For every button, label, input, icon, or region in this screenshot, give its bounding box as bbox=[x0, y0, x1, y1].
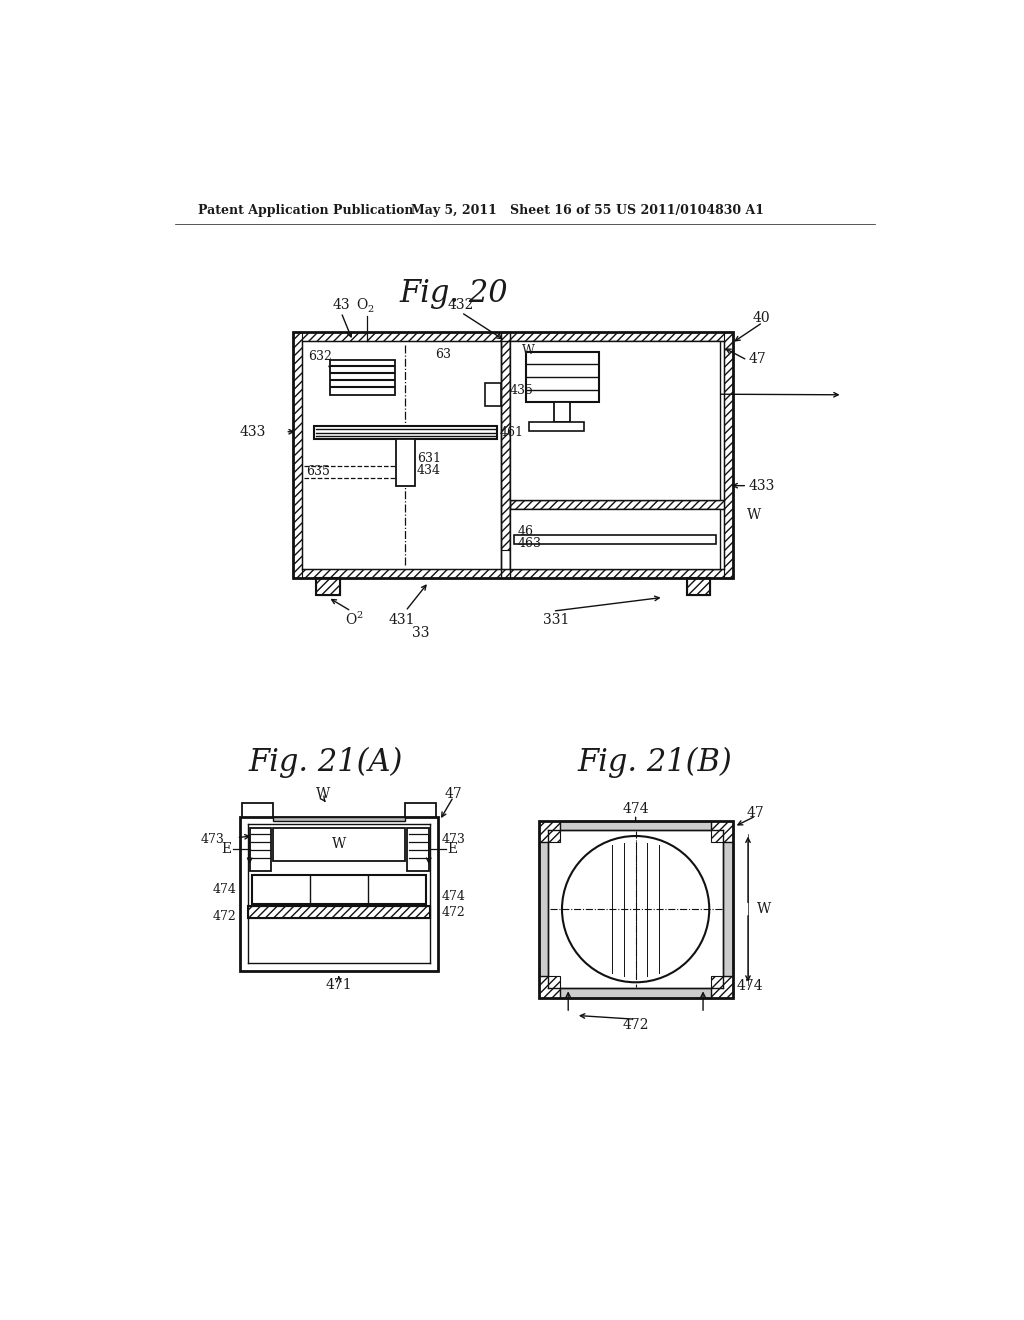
Text: Fig. 21(A): Fig. 21(A) bbox=[249, 747, 402, 779]
Text: O: O bbox=[345, 614, 356, 627]
Bar bbox=[248, 906, 430, 919]
Text: 474: 474 bbox=[442, 890, 466, 903]
Text: 461: 461 bbox=[500, 426, 523, 440]
Text: 435: 435 bbox=[510, 384, 534, 397]
Bar bbox=[407, 829, 429, 871]
Bar bbox=[252, 875, 426, 904]
Bar bbox=[248, 906, 430, 919]
Bar bbox=[724, 331, 733, 578]
Text: US 2011/0104830 A1: US 2011/0104830 A1 bbox=[616, 205, 764, 218]
Bar bbox=[560, 821, 711, 830]
Text: 46: 46 bbox=[518, 525, 534, 539]
Bar bbox=[687, 578, 710, 595]
Text: 474: 474 bbox=[736, 979, 763, 993]
Bar bbox=[711, 977, 732, 998]
Bar bbox=[539, 821, 732, 998]
Text: 2: 2 bbox=[368, 305, 374, 314]
Bar bbox=[273, 829, 406, 861]
Text: 631: 631 bbox=[417, 453, 441, 465]
Text: 47: 47 bbox=[749, 351, 767, 366]
Bar bbox=[711, 821, 732, 842]
Text: Fig. 21(B): Fig. 21(B) bbox=[578, 747, 732, 779]
Bar bbox=[510, 499, 724, 508]
Text: O: O bbox=[356, 298, 368, 312]
Bar bbox=[396, 440, 415, 486]
Bar bbox=[514, 535, 716, 544]
Bar bbox=[406, 803, 436, 817]
Text: E: E bbox=[446, 842, 457, 857]
Text: 472: 472 bbox=[213, 909, 237, 923]
Text: 63: 63 bbox=[435, 348, 451, 362]
Bar bbox=[293, 331, 733, 578]
Text: Patent Application Publication: Patent Application Publication bbox=[198, 205, 414, 218]
Bar bbox=[316, 578, 340, 595]
Text: 473: 473 bbox=[201, 833, 225, 846]
Bar bbox=[529, 422, 584, 430]
Text: 474: 474 bbox=[623, 803, 649, 816]
Bar bbox=[314, 425, 497, 440]
Bar bbox=[510, 341, 720, 499]
Bar bbox=[241, 817, 438, 970]
Bar bbox=[539, 821, 560, 842]
Bar bbox=[293, 569, 733, 578]
Text: 331: 331 bbox=[544, 614, 569, 627]
Text: 2: 2 bbox=[356, 611, 362, 620]
Text: 632: 632 bbox=[308, 350, 333, 363]
Text: 635: 635 bbox=[306, 465, 330, 478]
Text: 432: 432 bbox=[449, 298, 474, 312]
Text: 47: 47 bbox=[444, 787, 462, 801]
Text: 474: 474 bbox=[213, 883, 237, 896]
Text: 43: 43 bbox=[333, 298, 350, 312]
Text: 472: 472 bbox=[442, 906, 466, 919]
Bar bbox=[501, 331, 510, 578]
Bar bbox=[501, 331, 510, 550]
Text: 40: 40 bbox=[753, 310, 770, 325]
Bar bbox=[554, 403, 569, 422]
Text: 433: 433 bbox=[240, 425, 266, 438]
Text: W: W bbox=[748, 508, 762, 521]
Bar bbox=[525, 352, 599, 403]
Text: W: W bbox=[521, 343, 535, 356]
Bar bbox=[273, 817, 406, 821]
Bar bbox=[485, 383, 501, 407]
Text: 431: 431 bbox=[388, 614, 415, 627]
Text: 433: 433 bbox=[749, 479, 775, 492]
Bar bbox=[723, 842, 732, 977]
Text: 472: 472 bbox=[623, 1018, 649, 1032]
Text: W: W bbox=[758, 902, 771, 916]
Text: 473: 473 bbox=[442, 833, 466, 846]
Text: W: W bbox=[332, 837, 346, 851]
Bar bbox=[293, 331, 733, 341]
Bar bbox=[330, 360, 395, 395]
Bar bbox=[293, 331, 302, 578]
Bar bbox=[539, 977, 560, 998]
Text: E: E bbox=[221, 842, 231, 857]
Bar bbox=[510, 508, 720, 569]
Text: 471: 471 bbox=[326, 978, 352, 991]
Text: 33: 33 bbox=[413, 626, 430, 640]
Bar bbox=[687, 578, 710, 595]
Bar bbox=[242, 803, 273, 817]
Bar bbox=[539, 842, 548, 977]
Bar bbox=[250, 829, 271, 871]
Text: 463: 463 bbox=[518, 537, 542, 550]
Text: 434: 434 bbox=[417, 463, 441, 477]
Bar bbox=[560, 989, 711, 998]
Text: May 5, 2011   Sheet 16 of 55: May 5, 2011 Sheet 16 of 55 bbox=[411, 205, 611, 218]
Circle shape bbox=[562, 836, 710, 982]
Bar bbox=[316, 578, 340, 595]
Text: Fig. 20: Fig. 20 bbox=[399, 277, 508, 309]
Text: W: W bbox=[316, 787, 331, 801]
Text: 47: 47 bbox=[746, 807, 764, 820]
